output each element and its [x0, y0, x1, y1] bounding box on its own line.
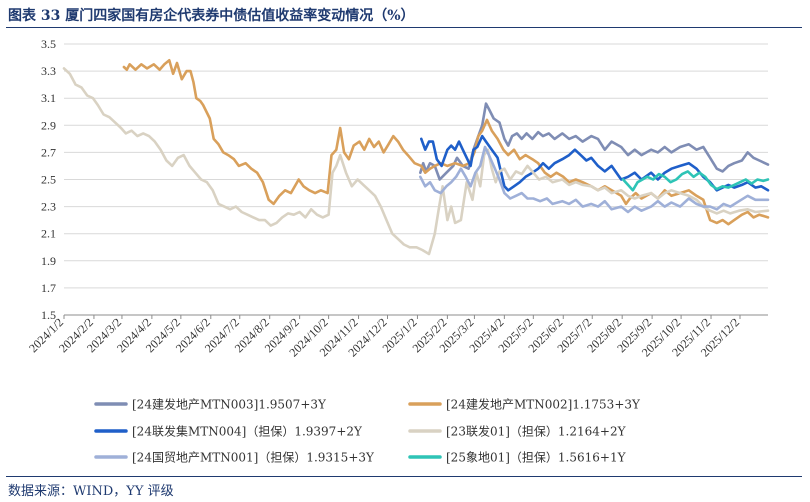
legend-label: [24联发集MTN004]（担保）1.9397+2Y	[132, 424, 363, 439]
y-tick-label: 3.5	[41, 37, 56, 51]
legend-label: [23联发01]（担保）1.2164+2Y	[446, 424, 627, 439]
grid-lines	[64, 43, 768, 316]
series-jianfa-mtn003-line	[418, 102, 770, 181]
y-tick-label: 1.9	[41, 254, 56, 268]
series-lianfa-23-01-line	[62, 67, 770, 256]
y-tick-label: 2.9	[41, 118, 56, 132]
chart-title: 图表 33 厦门四家国有房企代表券中债估值收益率变动情况（%）	[8, 8, 415, 24]
y-tick-label: 2.1	[41, 227, 56, 241]
y-tick-label: 3.3	[41, 64, 56, 78]
title-rule	[6, 27, 802, 28]
legend-label: [24建发地产MTN003]1.9507+3Y	[132, 397, 327, 412]
series-jianfa-mtn002-line	[122, 58, 770, 226]
y-tick-label: 1.5	[41, 308, 56, 322]
y-tick-label: 2.3	[41, 200, 56, 214]
y-tick-label: 1.7	[41, 281, 56, 295]
series-guomao-mtn001-line	[418, 145, 770, 214]
legend-label: [24国贸地产MTN001]（担保）1.9315+3Y	[132, 451, 375, 465]
legend-label: [24建发地产MTN002]1.1753+3Y	[446, 397, 641, 412]
legend: [24建发地产MTN003]1.9507+3Y [24建发地产MTN002]1.1…	[94, 397, 641, 465]
series-xiangdi-25-01-line	[621, 170, 770, 192]
series-lines	[62, 58, 770, 256]
y-tick-label: 2.5	[41, 173, 56, 187]
y-tick-label: 3.1	[41, 91, 56, 105]
legend-label: [25象地01]（担保）1.5616+1Y	[446, 451, 627, 465]
y-tick-label: 2.7	[41, 145, 56, 159]
source-note: 数据来源：WIND，YY 评级	[8, 484, 174, 499]
source-rule	[6, 476, 802, 477]
